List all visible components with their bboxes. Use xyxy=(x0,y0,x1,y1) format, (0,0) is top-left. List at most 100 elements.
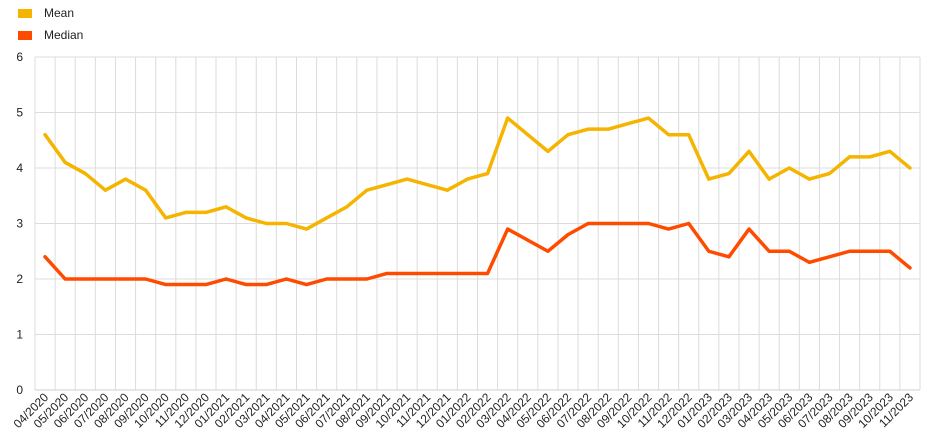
data-point-median xyxy=(83,277,87,281)
data-point-median xyxy=(868,249,872,253)
data-point-median xyxy=(43,255,47,259)
data-point-mean xyxy=(485,171,490,176)
data-point-mean xyxy=(586,127,590,131)
data-point-median xyxy=(506,227,510,231)
data-point-median xyxy=(747,227,751,231)
data-point-mean xyxy=(244,216,248,220)
data-point-median xyxy=(546,249,550,253)
data-point-median xyxy=(284,277,289,281)
legend-swatch-median xyxy=(18,30,32,40)
y-tick-label: 6 xyxy=(16,50,23,64)
data-point-median xyxy=(485,271,490,276)
data-point-median xyxy=(63,277,67,281)
data-point-median xyxy=(204,282,208,287)
data-point-mean xyxy=(385,183,389,187)
legend-item-mean: Mean xyxy=(18,2,83,24)
data-point-median xyxy=(465,271,470,276)
data-point-mean xyxy=(405,177,409,181)
data-point-mean xyxy=(707,177,711,181)
data-point-median xyxy=(325,277,329,281)
data-point-median xyxy=(365,277,369,281)
data-point-median xyxy=(184,282,188,287)
legend: Mean Median xyxy=(18,2,83,46)
data-point-median xyxy=(687,221,691,226)
data-point-mean xyxy=(123,177,128,181)
data-point-median xyxy=(244,282,248,287)
data-point-mean xyxy=(264,221,268,226)
data-point-median xyxy=(666,227,671,231)
data-point-median xyxy=(586,221,590,226)
data-point-mean xyxy=(284,221,289,226)
data-point-mean xyxy=(646,116,651,120)
data-point-mean xyxy=(445,188,449,192)
data-point-median xyxy=(526,238,530,242)
data-point-mean xyxy=(425,183,429,187)
data-point-mean xyxy=(807,177,811,181)
data-point-median xyxy=(385,271,389,276)
data-point-mean xyxy=(827,171,832,176)
y-tick-label: 1 xyxy=(16,328,23,342)
data-point-median xyxy=(727,255,731,259)
data-point-mean xyxy=(144,188,148,192)
y-tick-label: 3 xyxy=(16,217,23,231)
y-tick-label: 2 xyxy=(16,272,23,286)
data-point-mean xyxy=(687,133,691,137)
y-tick-label: 4 xyxy=(16,161,23,175)
series-line-mean xyxy=(43,116,912,231)
data-point-mean xyxy=(566,133,570,137)
data-point-mean xyxy=(908,166,912,170)
data-point-mean xyxy=(43,133,47,137)
y-tick-label: 0 xyxy=(16,383,23,397)
data-point-median xyxy=(304,282,309,287)
data-point-mean xyxy=(747,149,751,153)
data-point-median xyxy=(827,255,832,259)
data-point-median xyxy=(425,271,429,276)
data-point-mean xyxy=(546,149,550,153)
data-point-median xyxy=(103,277,107,281)
data-point-mean xyxy=(526,133,530,137)
data-point-mean xyxy=(365,188,369,192)
data-point-mean xyxy=(103,188,107,192)
data-point-median xyxy=(264,282,268,287)
data-point-median xyxy=(888,249,892,253)
series-line-median xyxy=(43,221,912,287)
data-point-median xyxy=(908,266,912,270)
data-point-median xyxy=(707,249,711,253)
data-point-mean xyxy=(224,205,228,209)
legend-swatch-mean xyxy=(18,8,32,18)
data-point-median xyxy=(646,221,651,226)
data-point-mean xyxy=(848,155,852,159)
data-point-mean xyxy=(506,116,510,120)
y-tick-label: 5 xyxy=(16,106,23,120)
data-point-median xyxy=(848,249,852,253)
data-point-mean xyxy=(868,155,872,159)
legend-label-mean: Mean xyxy=(44,6,75,20)
data-point-mean xyxy=(727,171,731,176)
data-point-mean xyxy=(787,166,791,170)
data-point-median xyxy=(606,221,610,226)
data-point-median xyxy=(807,260,811,264)
data-point-median xyxy=(405,271,409,276)
data-point-mean xyxy=(83,171,87,176)
legend-item-median: Median xyxy=(18,24,83,46)
data-point-median xyxy=(123,277,128,281)
data-point-mean xyxy=(304,227,309,231)
data-point-median xyxy=(164,282,168,287)
data-point-mean xyxy=(164,216,168,220)
data-point-median xyxy=(144,277,148,281)
data-point-median xyxy=(224,277,228,281)
data-point-mean xyxy=(184,210,188,214)
data-point-mean xyxy=(888,149,892,153)
data-point-median xyxy=(566,233,570,237)
data-point-mean xyxy=(345,205,349,209)
data-point-median xyxy=(626,221,630,226)
data-point-median xyxy=(345,277,349,281)
data-point-mean xyxy=(767,177,771,181)
data-point-mean xyxy=(465,177,470,181)
legend-label-median: Median xyxy=(44,28,84,42)
data-point-mean xyxy=(63,160,67,165)
data-point-mean xyxy=(325,216,329,220)
data-point-mean xyxy=(626,122,630,126)
